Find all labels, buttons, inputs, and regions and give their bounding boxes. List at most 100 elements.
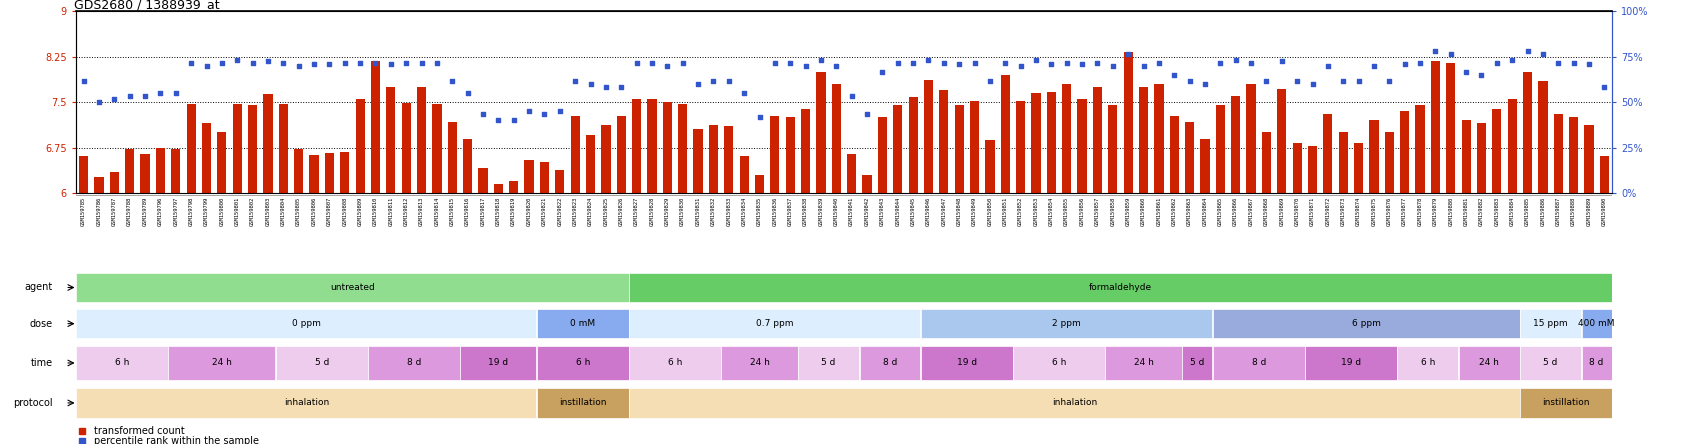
Bar xyxy=(110,172,118,193)
Bar xyxy=(630,309,920,338)
Bar xyxy=(463,139,473,193)
Text: 8 d: 8 d xyxy=(1251,358,1266,368)
Text: GSM159832: GSM159832 xyxy=(711,197,716,226)
Text: percentile rank within the sample: percentile rank within the sample xyxy=(95,436,258,444)
Bar xyxy=(495,184,503,193)
Point xyxy=(592,83,619,91)
Text: GSM159807: GSM159807 xyxy=(327,197,333,226)
Point xyxy=(532,111,559,118)
Bar xyxy=(1031,93,1040,193)
Text: GSM159810: GSM159810 xyxy=(373,197,378,226)
Point xyxy=(1161,71,1188,79)
Bar xyxy=(279,104,289,193)
Bar xyxy=(1170,116,1178,193)
Bar xyxy=(203,123,211,193)
Text: untreated: untreated xyxy=(331,283,375,292)
Bar xyxy=(571,116,579,193)
Point xyxy=(1391,61,1418,68)
Text: GSM159825: GSM159825 xyxy=(603,197,608,226)
Text: GSM159888: GSM159888 xyxy=(1572,197,1577,226)
Point xyxy=(515,108,542,115)
Text: GDS2680 / 1388939_at: GDS2680 / 1388939_at xyxy=(74,0,219,11)
Text: GSM159865: GSM159865 xyxy=(1217,197,1222,226)
Bar xyxy=(878,117,886,193)
Bar xyxy=(76,309,537,338)
Bar xyxy=(631,99,641,193)
Text: GSM159855: GSM159855 xyxy=(1063,197,1069,226)
Text: GSM159857: GSM159857 xyxy=(1096,197,1101,226)
Text: GSM159829: GSM159829 xyxy=(665,197,670,226)
Text: GSM159817: GSM159817 xyxy=(481,197,486,226)
Point xyxy=(685,80,712,87)
Point xyxy=(1529,50,1556,57)
Text: 5 d: 5 d xyxy=(822,358,836,368)
Bar xyxy=(95,177,103,193)
Point xyxy=(1222,56,1249,63)
Bar xyxy=(1582,309,1612,338)
Point xyxy=(1069,61,1096,68)
Point xyxy=(701,77,728,84)
Bar xyxy=(540,162,549,193)
Point xyxy=(731,90,758,97)
Text: GSM159861: GSM159861 xyxy=(1156,197,1161,226)
Point xyxy=(1484,59,1511,66)
Text: 5 d: 5 d xyxy=(1543,358,1558,368)
Text: GSM159828: GSM159828 xyxy=(650,197,655,226)
Text: GSM159848: GSM159848 xyxy=(957,197,962,226)
Text: GSM159834: GSM159834 xyxy=(741,197,746,226)
Text: GSM159844: GSM159844 xyxy=(895,197,900,226)
Bar xyxy=(461,346,537,380)
Bar xyxy=(324,153,334,193)
Text: GSM159868: GSM159868 xyxy=(1264,197,1269,226)
Bar xyxy=(586,135,596,193)
Bar xyxy=(859,346,920,380)
Text: GSM159801: GSM159801 xyxy=(235,197,240,226)
Text: 19 d: 19 d xyxy=(957,358,977,368)
Text: 8 d: 8 d xyxy=(883,358,898,368)
Bar xyxy=(1200,139,1210,193)
Point xyxy=(240,59,267,66)
Point xyxy=(454,90,481,97)
Point xyxy=(1330,77,1357,84)
Bar xyxy=(417,87,425,193)
Point xyxy=(930,59,957,66)
Bar xyxy=(1214,309,1519,338)
Text: inhalation: inhalation xyxy=(1052,398,1097,408)
Text: GSM159833: GSM159833 xyxy=(726,197,731,226)
Bar xyxy=(1308,146,1317,193)
Point xyxy=(1114,50,1141,57)
Point xyxy=(439,77,466,84)
Point xyxy=(1129,62,1156,69)
Text: GSM159838: GSM159838 xyxy=(803,197,809,226)
Bar xyxy=(770,116,780,193)
Text: GSM159796: GSM159796 xyxy=(159,197,164,226)
Bar xyxy=(709,125,717,193)
Point xyxy=(1099,62,1126,69)
Text: GSM159808: GSM159808 xyxy=(343,197,348,226)
Point xyxy=(1590,83,1617,91)
Bar xyxy=(1585,125,1593,193)
Point xyxy=(960,59,987,66)
Text: GSM159871: GSM159871 xyxy=(1310,197,1315,226)
Point xyxy=(1300,80,1327,87)
Bar xyxy=(798,346,859,380)
Point xyxy=(915,56,942,63)
Text: GSM159789: GSM159789 xyxy=(142,197,147,226)
Bar xyxy=(1521,346,1582,380)
Text: GSM159797: GSM159797 xyxy=(174,197,179,226)
Point xyxy=(300,61,327,68)
Text: 6 h: 6 h xyxy=(115,358,130,368)
Bar xyxy=(76,388,537,418)
Bar xyxy=(721,346,798,380)
Text: GSM159878: GSM159878 xyxy=(1418,197,1423,226)
Text: GSM159839: GSM159839 xyxy=(819,197,824,226)
Point xyxy=(1345,77,1372,84)
Point xyxy=(653,62,680,69)
Point xyxy=(331,59,358,66)
Point xyxy=(1252,77,1280,84)
Bar xyxy=(371,61,380,193)
Bar xyxy=(525,160,533,193)
Text: GSM159821: GSM159821 xyxy=(542,197,547,226)
Bar xyxy=(893,105,903,193)
Bar xyxy=(630,388,1519,418)
